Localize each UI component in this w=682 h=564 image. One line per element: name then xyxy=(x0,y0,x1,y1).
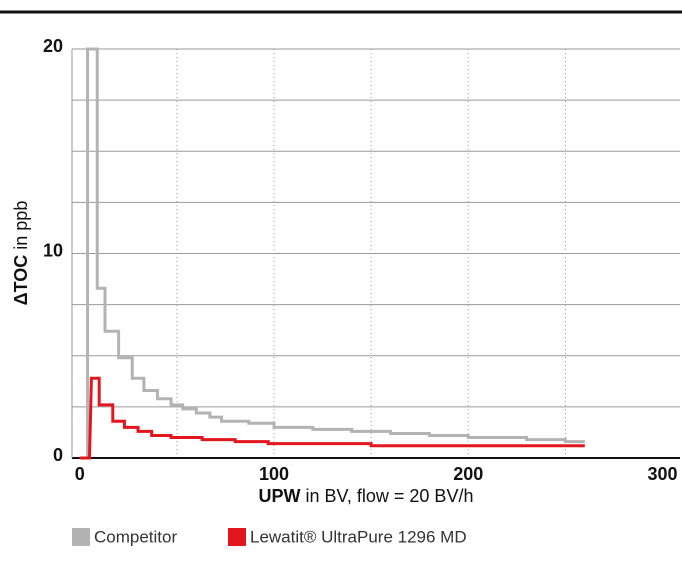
legend-swatch xyxy=(72,528,90,546)
x-axis-label-bold: UPW xyxy=(259,486,301,506)
data-line xyxy=(79,376,585,460)
y-tick-label: 0 xyxy=(53,445,63,465)
x-tick-label: 200 xyxy=(453,464,483,484)
y-axis-label-rest: in ppb xyxy=(11,201,31,255)
x-tick-label: 100 xyxy=(259,464,289,484)
x-tick-label: 300 xyxy=(647,464,677,484)
legend-label: Competitor xyxy=(94,527,177,546)
y-axis-label-bold: ΔTOC xyxy=(11,255,31,306)
x-axis-label-rest: in BV, flow = 20 BV/h xyxy=(301,486,474,506)
legend-swatch xyxy=(228,528,246,546)
y-tick-label: 10 xyxy=(43,240,63,260)
data-line xyxy=(79,47,585,460)
legend-label: Lewatit® UltraPure 1296 MD xyxy=(250,527,467,546)
y-axis-label: ΔTOC in ppb xyxy=(11,201,31,306)
y-tick-label: 20 xyxy=(43,36,63,56)
x-tick-label: 0 xyxy=(75,464,85,484)
x-axis-label: UPW in BV, flow = 20 BV/h xyxy=(259,486,474,506)
